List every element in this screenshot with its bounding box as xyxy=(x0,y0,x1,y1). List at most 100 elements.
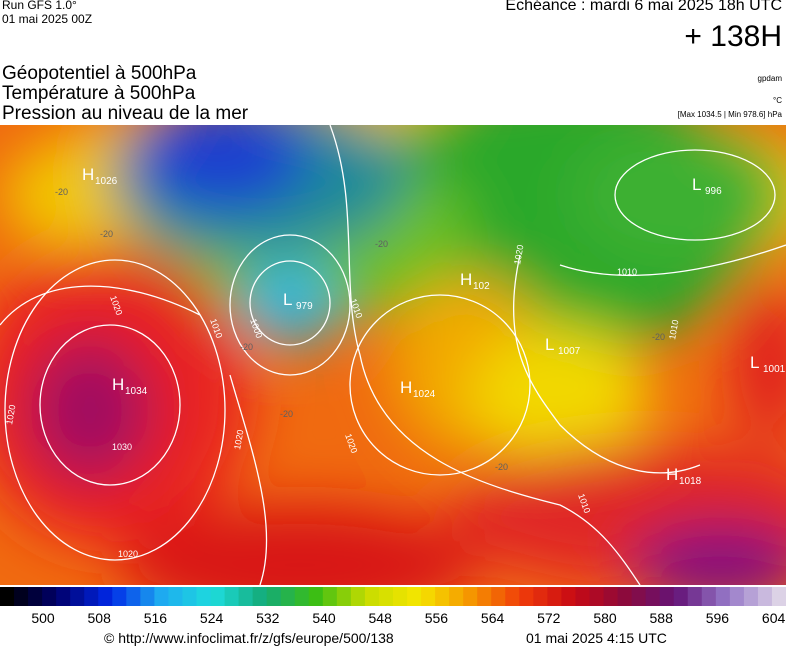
colorbar-swatch xyxy=(575,587,590,606)
colorbar-swatch xyxy=(378,587,394,606)
colorbar-swatch xyxy=(140,587,155,606)
center-value: 1018 xyxy=(679,476,702,487)
colorbar-swatch xyxy=(322,587,338,606)
colorbar-swatch xyxy=(505,587,520,606)
colorbar-swatch xyxy=(280,587,296,606)
colorbar-swatch xyxy=(757,587,773,606)
temperature-label: -20 xyxy=(280,409,293,419)
colorbar-label: 524 xyxy=(200,610,224,626)
temperature-label: -20 xyxy=(652,332,665,342)
footer-date: 01 mai 2025 4:15 UTC xyxy=(526,630,667,646)
colorbar-label: 548 xyxy=(369,610,393,626)
colorbar-swatch xyxy=(196,587,212,606)
center-letter: H xyxy=(112,375,124,394)
colorbar-label: 508 xyxy=(88,610,112,626)
isobar-label: 1020 xyxy=(512,244,525,265)
isobar-label: 1010 xyxy=(667,319,680,340)
center-letter: H xyxy=(400,378,412,397)
colorbar-label: 580 xyxy=(593,610,617,626)
colorbar-swatch xyxy=(561,587,576,606)
colorbar-label: 596 xyxy=(706,610,730,626)
colorbar-swatch xyxy=(771,587,786,606)
isobar-label: 1020 xyxy=(232,429,245,450)
isobars xyxy=(0,125,786,585)
colorbar-label: 516 xyxy=(144,610,168,626)
colorbar-swatch xyxy=(673,587,689,606)
colorbar-swatch xyxy=(56,587,71,606)
colorbar-swatch xyxy=(294,587,310,606)
colorbar-swatch xyxy=(449,587,464,606)
colorbar-label: 588 xyxy=(650,610,674,626)
colorbar-swatch xyxy=(266,587,282,606)
colorbar-swatch xyxy=(224,587,240,606)
center-letter: H xyxy=(82,165,94,184)
colorbar-label: 540 xyxy=(312,610,336,626)
center-letter: H xyxy=(460,270,472,289)
colorbar-swatch xyxy=(701,587,717,606)
colorbar-swatch xyxy=(631,587,647,606)
colorbar-swatch xyxy=(154,587,169,606)
colorbar-swatch xyxy=(519,587,534,606)
colorbar-swatch xyxy=(350,587,366,606)
colorbar-swatch xyxy=(645,587,661,606)
colorbar-label: 556 xyxy=(425,610,449,626)
colorbar-swatch xyxy=(98,587,113,606)
colorbar-swatch xyxy=(463,587,478,606)
colorbar-swatch xyxy=(42,587,57,606)
colorbar-swatch xyxy=(210,587,226,606)
colorbar-swatch xyxy=(364,587,380,606)
center-value: 1034 xyxy=(125,386,148,397)
field: Pression au niveau de la mer xyxy=(2,103,249,124)
run-date: 01 mai 2025 00Z xyxy=(2,12,93,26)
temperature-label: -20 xyxy=(495,462,508,472)
colorbar-swatch xyxy=(491,587,506,606)
colorbar-swatch xyxy=(435,587,450,606)
center-letter: L xyxy=(545,335,554,354)
colorbar-label: 564 xyxy=(481,610,505,626)
colorbar-swatch xyxy=(0,587,15,606)
center-letter: L xyxy=(692,175,701,194)
field: Géopotentiel à 500hPa xyxy=(2,63,197,84)
isobar-label: 1030 xyxy=(112,442,132,452)
colorbar-swatch xyxy=(336,587,352,606)
center-value: 1007 xyxy=(558,346,581,357)
colorbar-swatch xyxy=(729,587,745,606)
colorbar-label: 500 xyxy=(31,610,55,626)
field: Température à 500hPa xyxy=(2,83,196,104)
colorbar-swatch xyxy=(182,587,197,606)
colorbar-swatch xyxy=(168,587,183,606)
temperature-label: -20 xyxy=(240,342,253,352)
colorbar-label: 604 xyxy=(762,610,786,626)
colorbar-swatch xyxy=(308,587,324,606)
colorbar-swatch xyxy=(28,587,43,606)
temperature-label: -20 xyxy=(55,187,68,197)
colorbar-swatch xyxy=(14,587,29,606)
unit: [Max 1034.5 | Min 978.6] hPa xyxy=(677,110,782,119)
colorbar-swatch xyxy=(659,587,675,606)
run: Run GFS 1.0° xyxy=(2,0,77,12)
colorbar-swatch xyxy=(252,587,268,606)
unit: °C xyxy=(773,96,782,105)
colorbar-swatch xyxy=(393,587,408,606)
echeance: Echéance : mardi 6 mai 2025 18h UTC xyxy=(505,0,782,14)
colorbar-swatch xyxy=(547,587,562,606)
center-letter: L xyxy=(750,353,759,372)
colorbar-swatch xyxy=(84,587,99,606)
center-value: 1024 xyxy=(413,389,436,400)
colorbar-label: 572 xyxy=(537,610,561,626)
center-value: 979 xyxy=(296,301,313,312)
colorbar-swatch xyxy=(603,587,619,606)
center-letter: H xyxy=(666,465,678,484)
isobar-label: 1020 xyxy=(118,549,138,559)
unit: gpdam xyxy=(757,74,782,83)
colorbar-swatch xyxy=(589,587,605,606)
colorbar-swatch xyxy=(477,587,492,606)
lead-time: + 138H xyxy=(684,20,782,53)
temperature-label: -20 xyxy=(375,239,388,249)
colorbar-swatch xyxy=(743,587,759,606)
center-value: 1001 xyxy=(763,364,786,375)
footer-url: © http://www.infoclimat.fr/z/gfs/europe/… xyxy=(104,630,394,646)
temperature-label: -20 xyxy=(100,229,113,239)
